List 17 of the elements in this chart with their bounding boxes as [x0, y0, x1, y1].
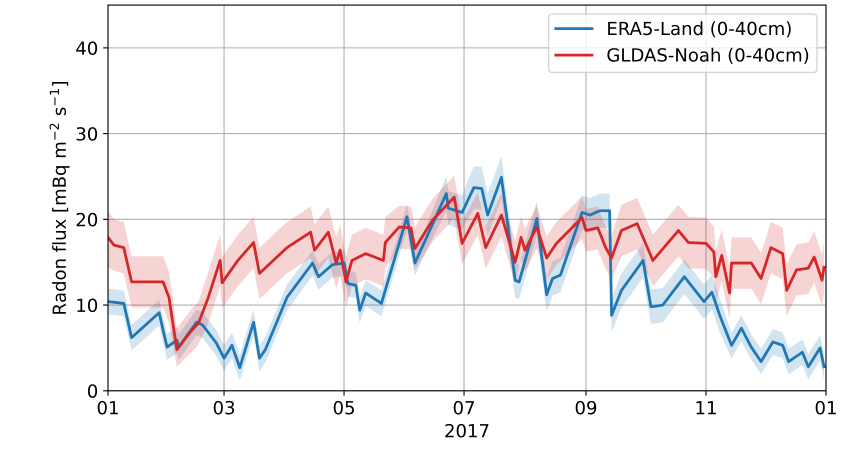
line-series: [108, 196, 826, 352]
x-tick-label: 01: [98, 400, 118, 414]
x-tick-label: 11: [696, 401, 716, 414]
x-axis-title: 2017: [445, 424, 488, 438]
y-tick-label: 20: [76, 212, 98, 226]
y-tick-label: 30: [76, 127, 98, 141]
x-tick-label: 03: [214, 400, 234, 414]
x-tick-label: 07: [454, 400, 474, 414]
x-tick-label: 01: [816, 400, 836, 414]
x-tick-label: 05: [334, 400, 354, 414]
legend-label: GLDAS-Noah (0-40cm): [607, 48, 808, 64]
y-tick-label: 0: [88, 384, 98, 398]
y-tick-label: 40: [76, 41, 98, 55]
x-tick-label: 09: [576, 400, 596, 414]
y-axis-title: Radon flux [mBq m$^{−2}$ s$^{−1}$]: [50, 82, 70, 314]
legend-label: ERA5-Land (0-40cm): [608, 21, 791, 38]
y-tick-label: 10: [77, 298, 98, 312]
